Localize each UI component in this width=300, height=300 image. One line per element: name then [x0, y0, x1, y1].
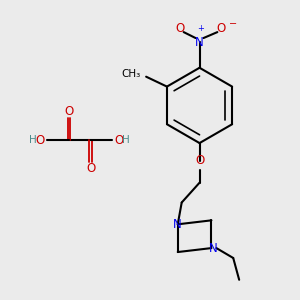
Text: O: O	[64, 105, 74, 118]
Text: H: H	[122, 135, 130, 145]
Text: N: N	[209, 242, 218, 255]
Text: N: N	[195, 35, 204, 49]
Text: O: O	[175, 22, 184, 34]
Text: H: H	[29, 135, 37, 145]
Text: N: N	[173, 218, 182, 231]
Text: O: O	[195, 154, 204, 167]
Text: O: O	[114, 134, 124, 147]
Text: O: O	[86, 162, 95, 175]
Text: O: O	[36, 134, 45, 147]
Text: −: −	[229, 19, 237, 29]
Text: +: +	[197, 24, 204, 33]
Text: CH₃: CH₃	[121, 69, 140, 79]
Text: O: O	[217, 22, 226, 34]
